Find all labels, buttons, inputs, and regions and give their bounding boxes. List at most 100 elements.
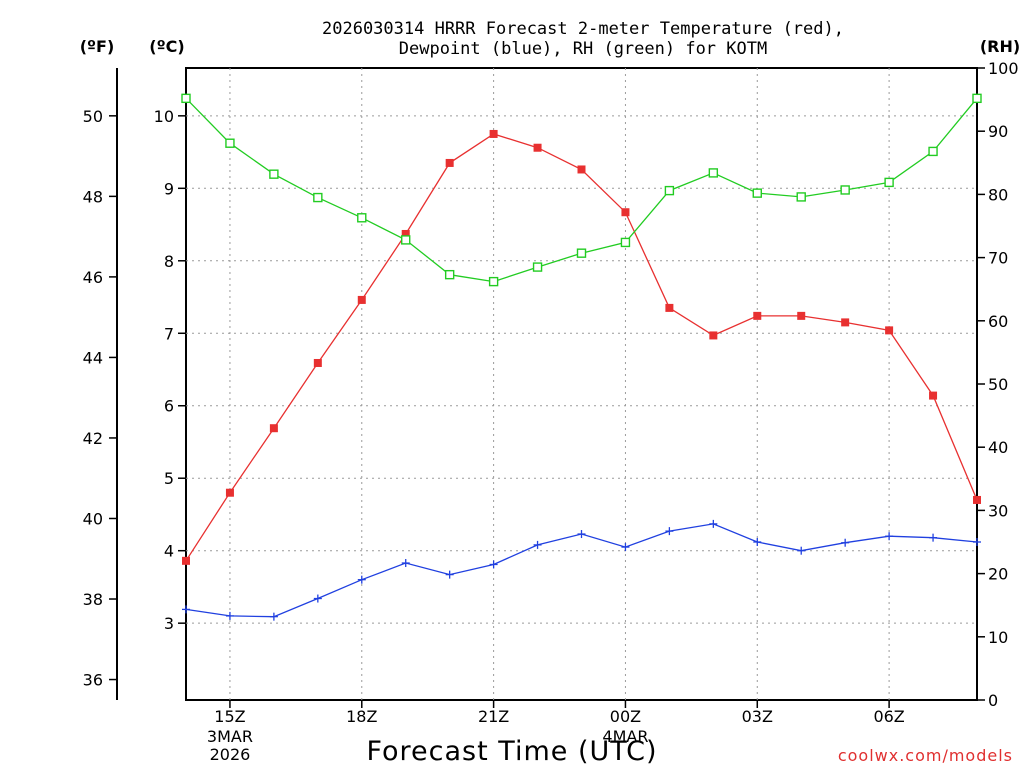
fahrenheit-tick-label: 38 [83,590,103,609]
temperature-point [973,495,981,504]
fahrenheit-unit-label: (ºF) [80,37,115,56]
rh-point [269,169,279,179]
rh-tick-label: 0 [988,691,998,710]
fahrenheit-tick-label: 48 [83,187,103,206]
dewpoint-point [269,612,278,621]
celsius-tick-label: 3 [164,614,174,633]
credit-label: coolwx.com/models [838,746,1013,765]
dewpoint-point [621,543,630,552]
fahrenheit-tick-label: 40 [83,509,103,528]
temperature-point [401,229,410,238]
temperature-point [445,158,454,167]
rh-tick-label: 20 [988,565,1008,584]
dewpoint-point [225,611,234,620]
plot-frame [185,67,978,701]
rh-point [225,138,235,148]
celsius-tick-label: 5 [164,469,174,488]
fahrenheit-tick-label: 42 [83,429,103,448]
rh-point [664,185,675,196]
rh-tick-label: 30 [988,501,1008,520]
temperature-point [225,488,234,497]
rh-point [181,93,191,104]
dewpoint-point [182,605,190,614]
celsius-tick-label: 8 [164,252,174,271]
celsius-tick-label: 10 [154,107,174,126]
temperature-point [182,556,190,565]
fahrenheit-tick-label: 44 [83,348,103,367]
x-tick-date-label: 3MAR [207,727,253,746]
fahrenheit-tick-label: 36 [83,671,103,690]
rh-point [796,192,806,202]
dewpoint-point [313,594,322,603]
rh-point [401,235,411,245]
rh-point [928,146,938,157]
rh-point [752,188,762,198]
x-axis-label: Forecast Time (UTC) [366,736,657,767]
rh-point [972,93,982,104]
rh-point [357,213,367,223]
dewpoint-point [533,540,542,549]
temperature-point [929,391,938,400]
celsius-tick-label: 9 [164,179,174,198]
temperature-point [533,143,542,152]
celsius-tick-label: 4 [164,542,174,561]
rh-point [708,168,719,178]
temperature-point [709,331,718,340]
dewpoint-point [885,532,894,541]
rh-tick-label: 60 [988,312,1008,331]
x-tick-date-label: 4MAR [602,727,648,746]
temperature-point [753,311,762,320]
dewpoint-point [929,533,938,542]
x-tick-label: 00Z [610,707,641,726]
rh-tick-label: 70 [988,249,1008,268]
grid-lines [186,68,977,700]
dewpoint-point [665,527,674,536]
rh-tick-label: 80 [988,185,1008,204]
temperature-point [665,303,674,312]
dewpoint-point [973,538,981,546]
x-tick-year-label: 2026 [210,745,251,764]
x-tick-label: 15Z [214,707,245,726]
rh-point [532,262,543,272]
rh-point [444,269,455,280]
temperature-point [885,326,894,335]
temperature-point [577,165,586,174]
chart-title-line2: Dewpoint (blue), RH (green) for KOTM [399,39,767,59]
dewpoint-point [577,530,586,539]
rh-point [840,185,850,195]
x-tick-label: 03Z [742,707,773,726]
celsius-tick-label: 7 [164,324,174,343]
rh-point [620,237,631,248]
dewpoint-point [841,538,850,547]
temperature-point [489,129,498,138]
rh-point [313,192,323,203]
rh-tick-label: 90 [988,122,1008,141]
axis-ticks: 3 4 5 6 7 8 9 10 36 38 40 42 44 46 48 50 0 10 20 30 40 50 60 70… [83,59,1019,764]
temperature-point [797,311,806,320]
dewpoint-point [489,560,498,569]
celsius-unit-label: (ºC) [149,37,184,56]
temperature-line [185,133,978,562]
x-tick-label: 06Z [873,707,904,726]
rh-point [884,177,894,188]
dewpoint-point [357,575,366,584]
temperature-point [621,208,630,217]
rh-tick-label: 10 [988,628,1008,647]
temperature-point [313,358,322,367]
temperature-point [357,295,366,304]
dewpoint-point [753,538,762,546]
dewpoint-point [445,570,454,579]
chart-title-line1: 2026030314 HRRR Forecast 2-meter Tempera… [322,19,844,39]
x-tick-label: 21Z [478,707,509,726]
x-tick-label: 18Z [346,707,377,726]
dewpoint-point [709,519,718,528]
rh-tick-label: 40 [988,438,1008,457]
temperature-point [269,424,278,433]
fahrenheit-tick-label: 46 [83,268,103,287]
fahrenheit-tick-label: 50 [83,107,103,126]
rh-tick-label: 100 [988,59,1019,78]
dewpoint-point [401,559,410,568]
series-layer [181,93,982,621]
rh-point [488,276,499,287]
